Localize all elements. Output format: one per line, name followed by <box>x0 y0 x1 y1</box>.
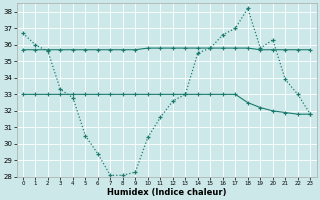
X-axis label: Humidex (Indice chaleur): Humidex (Indice chaleur) <box>107 188 226 197</box>
